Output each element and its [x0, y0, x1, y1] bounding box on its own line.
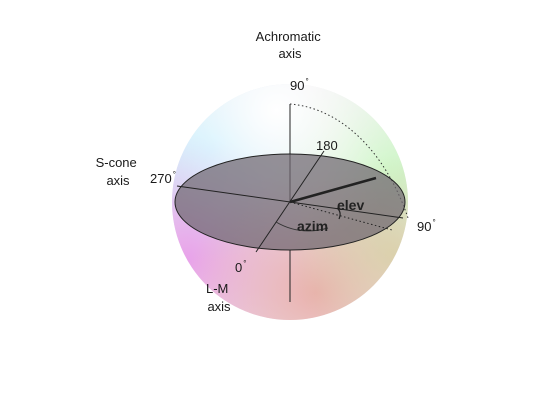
angle-label-top: 90° [290, 77, 309, 93]
angle-label-front: 0° [235, 259, 246, 275]
elevation-label: elev [337, 197, 364, 213]
azimuth-label: azim [297, 218, 328, 234]
angle-label-left: 270° [150, 170, 176, 186]
l-m-axis-label: L-M axis [206, 281, 232, 314]
azimuth-arc [275, 221, 329, 232]
elevation-arc [336, 207, 341, 220]
s-cone-axis-label: S-cone axis [96, 155, 141, 188]
azimuth-dotted-line [289, 201, 393, 231]
achromatic-axis-label: Achromatic axis [256, 29, 325, 61]
vector-line [289, 176, 377, 204]
angle-label-back: 180 [316, 138, 338, 153]
angle-label-right: 90° [417, 218, 436, 234]
